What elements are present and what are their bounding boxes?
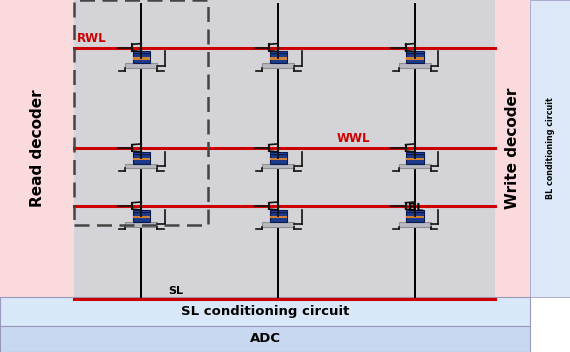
Text: BL conditioning circuit: BL conditioning circuit xyxy=(545,98,555,200)
Text: SL conditioning circuit: SL conditioning circuit xyxy=(181,305,349,318)
Bar xyxy=(0,297,530,326)
Bar xyxy=(262,63,294,68)
Bar xyxy=(262,164,294,169)
Bar xyxy=(74,0,495,297)
Text: Read decoder: Read decoder xyxy=(30,90,44,207)
Bar xyxy=(406,51,424,54)
Bar xyxy=(125,222,157,227)
Bar xyxy=(406,216,424,218)
Bar xyxy=(406,57,424,59)
Bar xyxy=(406,154,424,164)
Bar xyxy=(0,326,530,352)
Bar xyxy=(406,212,424,222)
Bar xyxy=(495,0,530,297)
Bar xyxy=(74,0,208,225)
Text: SL: SL xyxy=(168,287,183,296)
Bar xyxy=(133,158,150,160)
Bar xyxy=(270,212,287,222)
Bar xyxy=(262,222,294,227)
Bar xyxy=(399,222,431,227)
Bar xyxy=(270,210,287,212)
Text: BL: BL xyxy=(408,203,423,213)
Text: ADC: ADC xyxy=(250,333,280,345)
Bar xyxy=(270,152,287,153)
Text: WWL: WWL xyxy=(336,132,370,145)
Bar xyxy=(406,152,424,153)
Bar xyxy=(270,158,287,160)
Bar xyxy=(133,154,150,164)
Bar xyxy=(133,54,150,63)
Bar xyxy=(399,164,431,169)
Bar xyxy=(406,158,424,160)
Bar xyxy=(133,152,150,153)
Bar xyxy=(125,164,157,169)
Bar xyxy=(270,51,287,54)
Bar xyxy=(270,154,287,164)
Bar xyxy=(133,216,150,218)
Bar xyxy=(399,63,431,68)
Bar xyxy=(133,210,150,212)
Bar xyxy=(133,212,150,222)
Bar xyxy=(125,63,157,68)
Bar xyxy=(270,216,287,218)
Bar xyxy=(270,57,287,59)
Bar xyxy=(0,0,74,297)
Bar xyxy=(530,0,570,297)
Bar xyxy=(133,51,150,54)
Bar xyxy=(133,57,150,59)
Bar xyxy=(270,54,287,63)
Text: Write decoder: Write decoder xyxy=(505,88,520,209)
Bar xyxy=(406,210,424,212)
Text: RWL: RWL xyxy=(77,32,107,45)
Bar xyxy=(406,54,424,63)
